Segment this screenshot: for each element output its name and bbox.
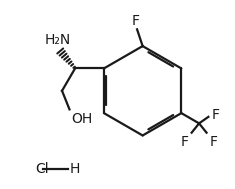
Text: F: F [209, 136, 217, 149]
Text: H: H [70, 162, 80, 176]
Text: OH: OH [71, 112, 93, 126]
Text: Cl: Cl [35, 162, 49, 176]
Text: H₂N: H₂N [44, 33, 70, 47]
Text: F: F [132, 14, 140, 28]
Text: F: F [211, 108, 219, 122]
Text: F: F [181, 136, 189, 149]
